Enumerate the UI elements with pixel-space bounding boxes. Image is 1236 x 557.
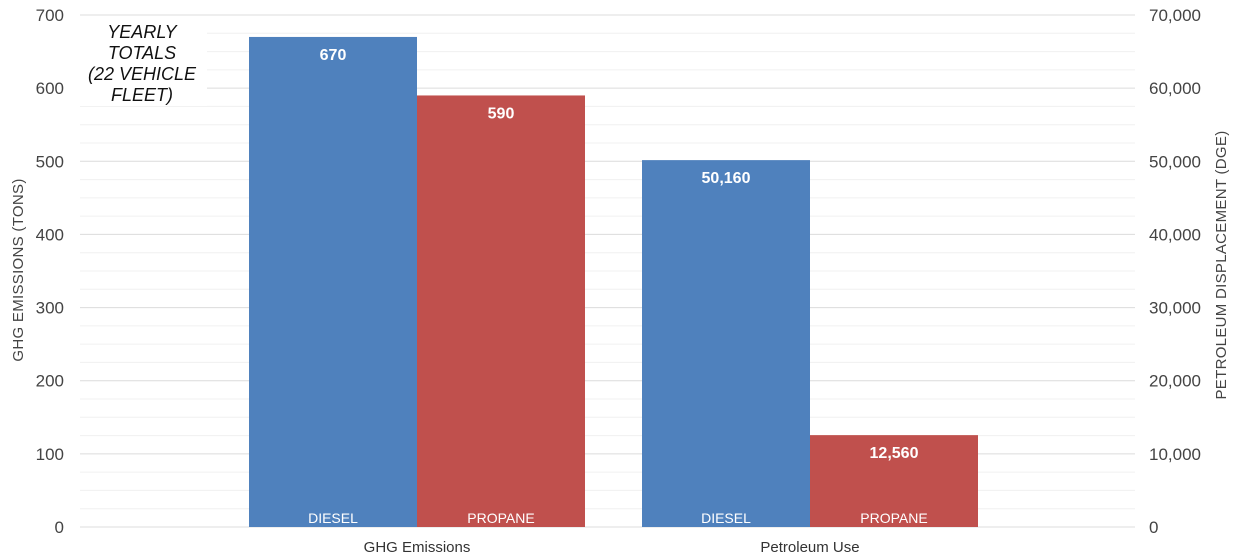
left-tick-label: 400 <box>36 225 64 244</box>
value-label-propane-ghg-emissions: 590 <box>488 105 515 122</box>
series-label-propane-ghg-emissions: PROPANE <box>467 510 534 526</box>
note-line: YEARLY <box>107 22 178 42</box>
note-line: (22 VEHICLE <box>88 64 197 84</box>
right-tick-label: 20,000 <box>1149 372 1201 391</box>
category-label: Petroleum Use <box>760 539 859 556</box>
left-tick-label: 100 <box>36 445 64 464</box>
note-line: TOTALS <box>108 43 176 63</box>
left-tick-label: 300 <box>36 299 64 318</box>
left-tick-label: 0 <box>55 518 64 537</box>
series-label-diesel-ghg-emissions: DIESEL <box>308 510 358 526</box>
left-tick-label: 600 <box>36 79 64 98</box>
bar-propane-petroleum-use <box>810 435 978 527</box>
left-tick-label: 500 <box>36 152 64 171</box>
left-axis-title: GHG EMISSIONS (TONS) <box>10 178 27 361</box>
right-axis-title: PETROLEUM DISPLACEMENT (DGE) <box>1213 131 1230 400</box>
left-tick-label: 700 <box>36 6 64 25</box>
series-label-diesel-petroleum-use: DIESEL <box>701 510 751 526</box>
right-tick-label: 30,000 <box>1149 299 1201 318</box>
category-labels: GHG Emissions Petroleum Use <box>364 539 860 556</box>
note-line: FLEET) <box>111 85 173 105</box>
bar-diesel-ghg-emissions <box>249 36 417 527</box>
left-tick-label: 200 <box>36 372 64 391</box>
right-tick-label: 10,000 <box>1149 445 1201 464</box>
right-tick-label: 0 <box>1149 518 1158 537</box>
right-tick-label: 40,000 <box>1149 225 1201 244</box>
left-axis-ticks: 0 100 200 300 400 500 600 700 <box>36 6 64 537</box>
bars: 670 DIESEL 590 PROPANE 50,160 DIESEL 12,560 PRO… <box>249 36 978 528</box>
right-axis-ticks: 0 10,000 20,000 30,000 40,000 50,000 60,000 70,… <box>1149 6 1201 537</box>
bar-diesel-petroleum-use <box>642 160 810 528</box>
note-box: YEARLY TOTALS (22 VEHICLE FLEET) <box>72 20 207 106</box>
value-label-propane-petroleum-use: 12,560 <box>870 445 919 462</box>
right-tick-label: 70,000 <box>1149 6 1201 25</box>
value-label-diesel-ghg-emissions: 670 <box>320 47 347 64</box>
category-label: GHG Emissions <box>364 539 471 556</box>
value-label-diesel-petroleum-use: 50,160 <box>702 170 751 187</box>
yearly-totals-note: YEARLY TOTALS (22 VEHICLE FLEET) <box>88 22 197 105</box>
right-tick-label: 50,000 <box>1149 152 1201 171</box>
bar-propane-ghg-emissions <box>417 95 585 527</box>
right-tick-label: 60,000 <box>1149 79 1201 98</box>
series-label-propane-petroleum-use: PROPANE <box>860 510 927 526</box>
